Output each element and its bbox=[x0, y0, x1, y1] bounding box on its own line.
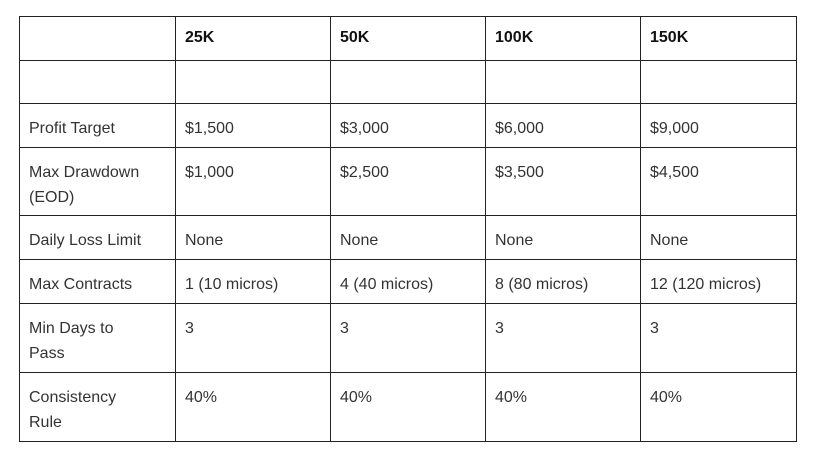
cell: None bbox=[640, 215, 797, 260]
cell: 3 bbox=[640, 303, 797, 373]
table-row: Min Days to Pass 3 3 3 3 bbox=[19, 303, 797, 373]
cell: 40% bbox=[175, 372, 331, 442]
cell: 3 bbox=[485, 303, 641, 373]
cell: $4,500 bbox=[640, 147, 797, 216]
table-body: 25K 50K 100K 150K Profit Target $1,500 $3,000… bbox=[19, 16, 797, 442]
table-row: Consistency Rule 40% 40% 40% 40% bbox=[19, 372, 797, 442]
row-label: Min Days to Pass bbox=[19, 303, 176, 373]
cell: 40% bbox=[330, 372, 486, 442]
cell: None bbox=[175, 215, 331, 260]
pricing-table: 25K 50K 100K 150K Profit Target $1,500 $3,000… bbox=[19, 16, 797, 442]
cell: 40% bbox=[640, 372, 797, 442]
cell: $3,000 bbox=[330, 103, 486, 148]
row-label: Max Contracts bbox=[19, 259, 176, 304]
row-label: Profit Target bbox=[19, 103, 176, 148]
column-header: 150K bbox=[640, 16, 797, 61]
cell: $3,500 bbox=[485, 147, 641, 216]
corner-cell bbox=[19, 16, 176, 61]
row-label: Consistency Rule bbox=[19, 372, 176, 442]
cell: $1,000 bbox=[175, 147, 331, 216]
cell: 1 (10 micros) bbox=[175, 259, 331, 304]
cell: None bbox=[485, 215, 641, 260]
cell: 8 (80 micros) bbox=[485, 259, 641, 304]
column-header: 50K bbox=[330, 16, 486, 61]
table-row: Max Contracts 1 (10 micros) 4 (40 micros) 8… bbox=[19, 259, 797, 304]
cell: $6,000 bbox=[485, 103, 641, 148]
cell: $9,000 bbox=[640, 103, 797, 148]
cell: $2,500 bbox=[330, 147, 486, 216]
header-row: 25K 50K 100K 150K bbox=[19, 16, 797, 61]
cell: $1,500 bbox=[175, 103, 331, 148]
cell: 12 (120 micros) bbox=[640, 259, 797, 304]
cell: None bbox=[330, 215, 486, 260]
row-label: Max Drawdown (EOD) bbox=[19, 147, 176, 216]
empty-row bbox=[19, 60, 797, 104]
table-row: Max Drawdown (EOD) $1,000 $2,500 $3,500 $4,5… bbox=[19, 147, 797, 216]
cell: 40% bbox=[485, 372, 641, 442]
cell: 4 (40 micros) bbox=[330, 259, 486, 304]
table-row: Daily Loss Limit None None None None bbox=[19, 215, 797, 260]
cell: 3 bbox=[330, 303, 486, 373]
column-header: 25K bbox=[175, 16, 331, 61]
column-header: 100K bbox=[485, 16, 641, 61]
row-label: Daily Loss Limit bbox=[19, 215, 176, 260]
table-row: Profit Target $1,500 $3,000 $6,000 $9,000 bbox=[19, 103, 797, 148]
cell: 3 bbox=[175, 303, 331, 373]
